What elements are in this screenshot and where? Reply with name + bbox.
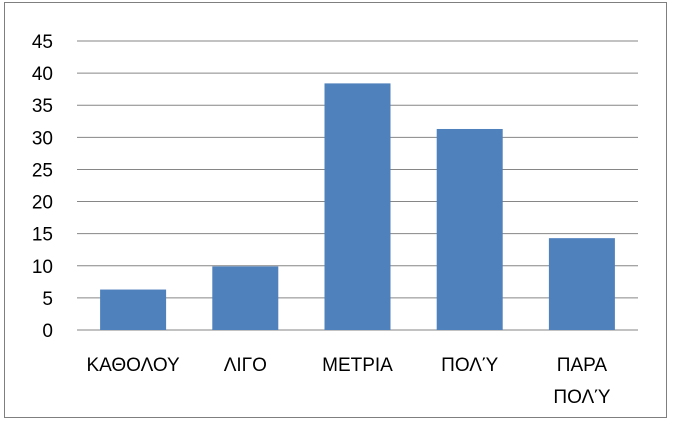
x-category-label: ΜΕΤΡΙΑ	[322, 355, 393, 376]
y-tick-label: 10	[32, 257, 53, 278]
y-tick-label: 5	[42, 289, 53, 310]
bar	[212, 266, 279, 330]
bar	[548, 238, 615, 330]
y-tick-label: 25	[32, 160, 53, 181]
x-category-label: ΚΑΘΟΛΟΥ	[86, 355, 180, 376]
y-tick-label: 35	[32, 96, 53, 117]
y-axis-ticks: 0 5 10 15 20 25 30 35 40 45	[32, 32, 53, 342]
y-tick-label: 0	[42, 321, 53, 342]
y-tick-label: 45	[32, 32, 53, 53]
grid-lines	[77, 40, 638, 331]
x-category-label: ΛΙΓΟ	[224, 355, 267, 376]
y-tick-label: 30	[32, 128, 53, 149]
bars	[100, 83, 615, 331]
x-category-label: ΠΑΡΑ	[557, 355, 608, 376]
x-category-label: ΠΟΛΎ	[441, 355, 498, 376]
x-category-label: ΠΟΛΎ	[553, 387, 610, 408]
bar	[436, 128, 503, 330]
y-tick-label: 20	[32, 193, 53, 214]
bar	[100, 289, 167, 330]
y-tick-label: 40	[32, 64, 53, 85]
bar	[324, 83, 391, 331]
y-tick-label: 15	[32, 225, 53, 246]
x-axis-labels: ΚΑΘΟΛΟΥ ΛΙΓΟ ΜΕΤΡΙΑ ΠΟΛΎ ΠΑΡΑ ΠΟΛΎ	[86, 355, 610, 408]
